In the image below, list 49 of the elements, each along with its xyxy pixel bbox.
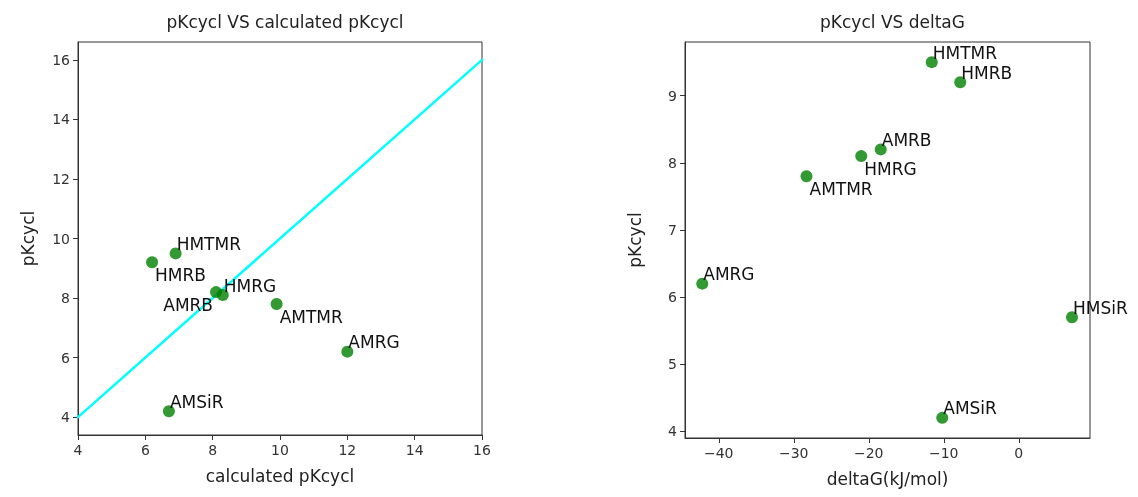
annotation: HMRG — [223, 275, 277, 296]
annotation: AMTMR — [279, 306, 343, 327]
y-tick-label: 10 — [52, 230, 70, 247]
annotation: HMRG — [864, 158, 917, 179]
x-tick-label: 0 — [1014, 445, 1024, 461]
y-tick-label: 12 — [52, 170, 70, 187]
annotation: AMRB — [881, 129, 932, 150]
y-axis-title: pKcycl — [17, 210, 38, 267]
x-tick-label: 14 — [405, 442, 424, 458]
y-tick-label: 6 — [61, 349, 71, 366]
y-tick-label: 4 — [668, 423, 678, 440]
annotation: HMSiR — [1073, 297, 1128, 318]
x-axis-title: calculated pKcycl — [205, 465, 355, 486]
x-tick-label: −30 — [778, 445, 809, 461]
annotation: AMRG — [703, 264, 755, 285]
x-tick-label: 4 — [73, 442, 83, 458]
annotation: HMTMR — [932, 42, 998, 63]
point — [800, 170, 813, 183]
y-tick-label: 6 — [668, 289, 678, 306]
x-tick-label: 12 — [338, 442, 357, 458]
annotation: AMRG — [348, 332, 400, 353]
annotation: HMRB — [155, 264, 206, 285]
y-tick-label: 8 — [61, 290, 70, 307]
point — [270, 298, 283, 310]
y-tick-label: 8 — [668, 154, 677, 171]
x-tick-label: −10 — [928, 445, 959, 461]
chart-title: pKcycl VS deltaG — [820, 11, 965, 32]
y-tick-label: 14 — [52, 111, 71, 128]
point — [855, 150, 868, 163]
x-tick-label: 16 — [473, 442, 491, 458]
annotation: AMTMR — [809, 178, 873, 199]
annotation: AMSiR — [169, 391, 224, 412]
y-axis-title: pKcycl — [624, 212, 645, 268]
x-tick-label: −40 — [703, 445, 734, 461]
y-tick-label: 16 — [52, 51, 71, 68]
point — [146, 256, 159, 269]
y-tick-label: 4 — [61, 409, 71, 426]
x-tick-label: 6 — [140, 442, 150, 458]
chart-title: pKcycl VS calculated pKcycl — [166, 11, 404, 32]
x-tick-label: −20 — [853, 445, 884, 461]
x-axis-title: deltaG(kJ/mol) — [826, 468, 949, 489]
y-tick-label: 9 — [668, 87, 677, 104]
y-tick-label: 5 — [668, 356, 677, 373]
x-tick-label: 10 — [271, 442, 289, 458]
annotation: AMSiR — [943, 398, 998, 419]
x-tick-label: 8 — [208, 442, 218, 458]
annotation: HMRB — [961, 62, 1013, 83]
annotation: HMTMR — [176, 233, 242, 254]
y-tick-label: 7 — [668, 221, 677, 238]
